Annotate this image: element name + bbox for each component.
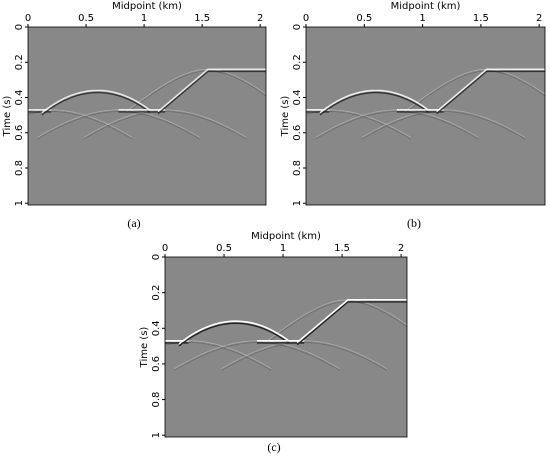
y-tick-label: 0 bbox=[151, 254, 162, 260]
y-tick-label: 0 bbox=[292, 24, 303, 30]
x-tick-label: 1 bbox=[419, 13, 425, 24]
event bbox=[319, 89, 429, 114]
event bbox=[126, 70, 267, 114]
y-tick-label: 0 bbox=[14, 24, 25, 30]
x-axis-title: Midpoint (km) bbox=[391, 1, 461, 12]
y-tick-label: 0.4 bbox=[292, 90, 303, 106]
y-tick-label: 0.2 bbox=[14, 54, 25, 70]
event bbox=[436, 68, 545, 113]
x-tick-label: 1.5 bbox=[334, 243, 350, 254]
x-tick-label: 0.5 bbox=[78, 13, 94, 24]
image-background bbox=[28, 27, 266, 205]
x-tick-label: 2 bbox=[398, 243, 404, 254]
event bbox=[157, 70, 266, 115]
x-axis-title: Midpoint (km) bbox=[112, 1, 182, 12]
seismic-image bbox=[164, 256, 408, 438]
x-tick-label: 1.5 bbox=[473, 13, 489, 24]
plot-frame bbox=[305, 26, 546, 206]
event bbox=[41, 91, 151, 116]
event bbox=[404, 70, 546, 114]
y-tick-label: 1 bbox=[151, 432, 162, 438]
seismic-image bbox=[305, 26, 546, 206]
image-background bbox=[306, 27, 545, 205]
event bbox=[265, 301, 408, 345]
x-tick-label: 0 bbox=[162, 243, 168, 254]
x-tick-label: 0.5 bbox=[356, 13, 372, 24]
event bbox=[41, 89, 151, 114]
x-tick-label: 1.5 bbox=[194, 13, 210, 24]
event bbox=[296, 301, 407, 346]
event bbox=[178, 322, 290, 347]
y-axis-title: Time (s) bbox=[139, 327, 150, 369]
x-tick-label: 2 bbox=[257, 13, 263, 24]
event bbox=[157, 68, 266, 113]
event bbox=[436, 70, 545, 115]
x-tick-label: 1 bbox=[280, 243, 286, 254]
x-tick-label: 1 bbox=[141, 13, 147, 24]
plot-frame bbox=[164, 256, 408, 438]
x-tick-label: 0.5 bbox=[216, 243, 232, 254]
y-tick-label: 0.6 bbox=[151, 356, 162, 372]
event bbox=[296, 299, 407, 344]
y-tick-label: 1 bbox=[14, 200, 25, 206]
y-tick-label: 0.8 bbox=[151, 392, 162, 408]
y-axis-title: Time (s) bbox=[2, 96, 13, 138]
x-tick-label: 0 bbox=[303, 13, 309, 24]
y-tick-label: 0.4 bbox=[151, 320, 162, 336]
x-tick-label: 0 bbox=[25, 13, 31, 24]
y-tick-label: 0.8 bbox=[292, 160, 303, 176]
event bbox=[319, 91, 429, 116]
event bbox=[126, 68, 267, 112]
y-tick-label: 0.4 bbox=[14, 90, 25, 106]
y-tick-label: 1 bbox=[292, 200, 303, 206]
x-tick-label: 2 bbox=[536, 13, 542, 24]
y-tick-label: 0.6 bbox=[14, 125, 25, 141]
y-tick-label: 0.8 bbox=[14, 160, 25, 176]
y-axis-title: Time (s) bbox=[280, 96, 291, 138]
y-tick-label: 0.2 bbox=[292, 54, 303, 70]
caption: (c) bbox=[267, 440, 280, 454]
seismic-image bbox=[27, 26, 267, 206]
image-background bbox=[165, 257, 407, 437]
y-tick-label: 0.2 bbox=[151, 285, 162, 301]
caption: (a) bbox=[127, 216, 140, 230]
event bbox=[265, 299, 408, 343]
x-axis-title: Midpoint (km) bbox=[251, 231, 321, 242]
event bbox=[178, 320, 290, 345]
y-tick-label: 0.6 bbox=[292, 125, 303, 141]
caption: (b) bbox=[407, 216, 421, 230]
event bbox=[404, 68, 546, 112]
plot-frame bbox=[27, 26, 267, 206]
